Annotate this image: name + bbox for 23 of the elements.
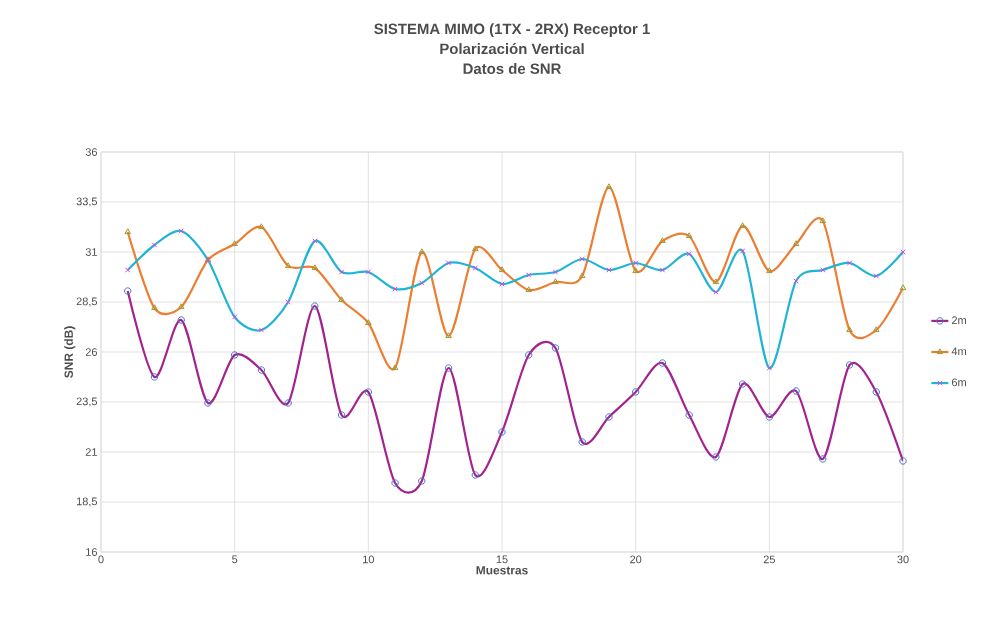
x-tick-label: 20 (630, 555, 642, 564)
legend-label: 2m (951, 316, 966, 324)
legend-label: 4m (951, 347, 966, 356)
x-tick-label: 30 (897, 555, 909, 564)
x-tick-label: 5 (232, 555, 238, 564)
y-tick-label: 36 (85, 148, 97, 156)
legend-label: 6m (952, 378, 966, 387)
chart-title: SISTEMA MIMO (1TX - 2RX) Receptor 1 (374, 23, 650, 38)
y-tick-label: 26 (85, 348, 97, 356)
y-tick-label: 28,5 (76, 297, 98, 307)
y-tick-label: 18,5 (76, 497, 98, 507)
x-tick-label: 0 (98, 555, 104, 564)
x-tick-label: 10 (363, 555, 374, 564)
x-tick-label: 15 (496, 555, 508, 564)
y-tick-label: 23,5 (76, 397, 98, 407)
y-tick-label: 16 (86, 548, 97, 556)
x-tick-label: 25 (763, 555, 775, 564)
chart-subtitle: Polarización Vertical Datos de SNR (440, 42, 584, 75)
y-tick-label: 33,5 (76, 197, 98, 207)
y-tick-label: 31 (85, 248, 97, 256)
y-tick-label: 21 (85, 448, 97, 456)
y-axis-title: SNR (dB) (64, 326, 76, 378)
x-axis-title: Muestras (476, 566, 528, 575)
